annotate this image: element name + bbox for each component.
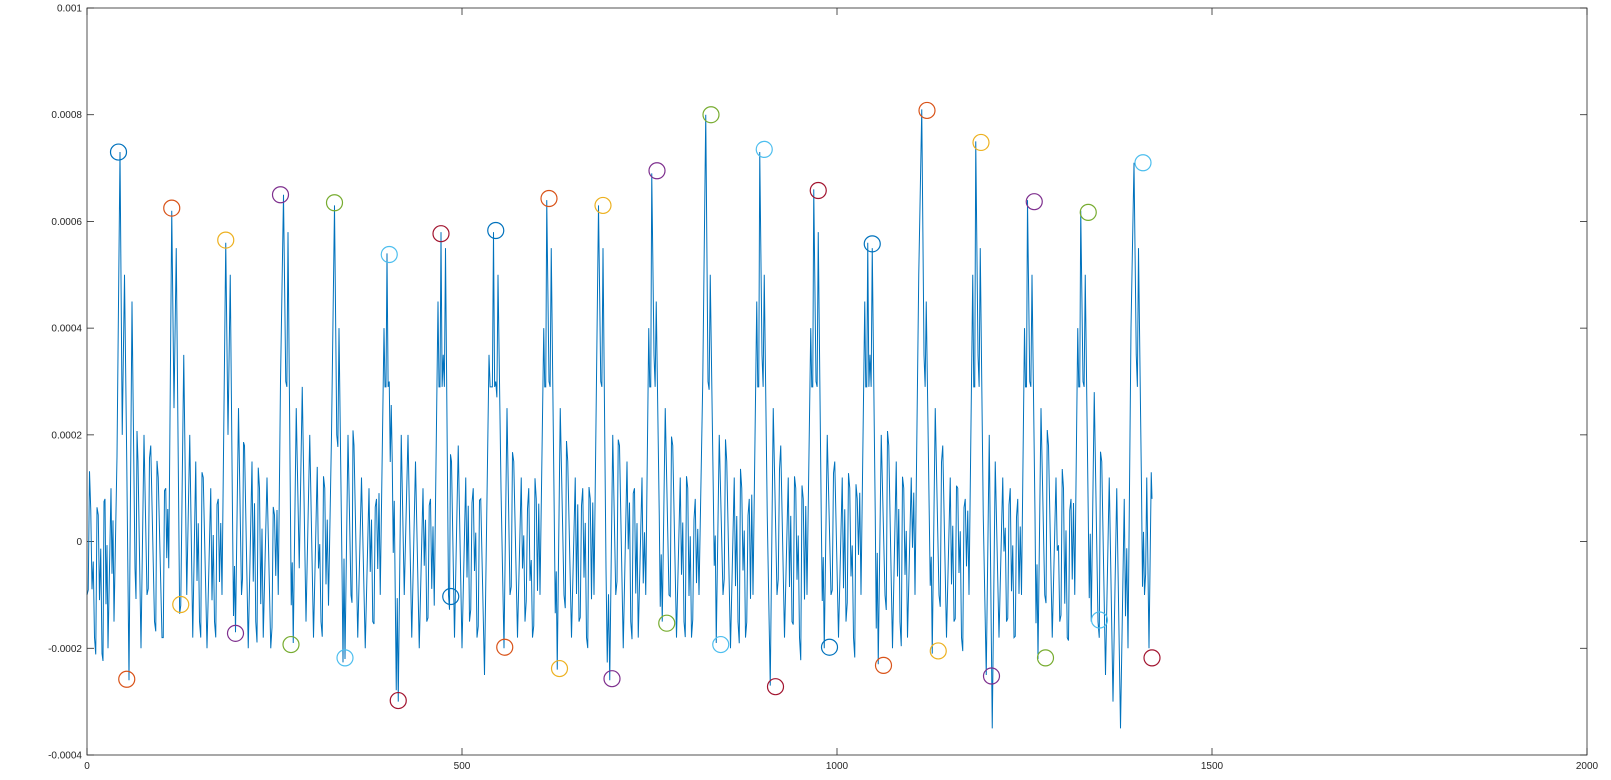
trough-marker (874, 656, 893, 674)
peak-marker (702, 106, 720, 124)
y-tick-label: -0.0004 (48, 751, 82, 762)
peak-marker (972, 133, 990, 152)
trough-marker (442, 587, 460, 606)
trough-marker (1090, 611, 1109, 629)
peak-marker (594, 196, 612, 215)
x-tick-label: 0 (84, 761, 90, 772)
trough-marker (496, 638, 514, 656)
trough-marker (172, 595, 190, 614)
trough-marker (658, 614, 676, 632)
y-tick-label: 0.001 (57, 4, 82, 15)
peak-marker (1134, 154, 1152, 172)
peak-marker (487, 221, 505, 240)
trough-marker (1036, 649, 1055, 667)
peak-marker (540, 189, 558, 208)
y-tick-label: 0.0002 (51, 430, 82, 441)
y-tick-label: 0.0008 (51, 110, 82, 121)
y-tick-label: 0.0006 (51, 217, 82, 228)
peak-marker (271, 186, 290, 204)
peak-marker (1025, 193, 1043, 211)
trough-marker (336, 649, 354, 667)
markers-layer (109, 101, 1161, 710)
trough-marker (389, 691, 407, 710)
trough-marker (226, 624, 245, 642)
peak-marker (432, 225, 450, 243)
plot-frame (86, 7, 1588, 756)
trough-marker (712, 635, 730, 654)
peak-marker (863, 235, 881, 253)
plot-background (87, 8, 1587, 755)
labels-layer: 0 500 1000 1500 2000 -0.0004 -0.0002 0 0.0002 0.0… (48, 4, 1598, 773)
trough-marker (1143, 649, 1161, 667)
trough-marker (820, 638, 839, 656)
trough-marker (118, 670, 136, 688)
peak-marker (163, 199, 181, 217)
y-tick-label: 0.0004 (51, 324, 82, 335)
peak-marker (1079, 203, 1097, 221)
signal-series-line (86, 109, 1153, 729)
trough-marker (282, 635, 300, 654)
peak-marker (217, 231, 235, 249)
x-tick-label: 500 (454, 761, 471, 772)
trough-marker (550, 659, 569, 678)
trough-marker (766, 678, 785, 696)
x-tick-label: 2000 (1576, 761, 1599, 772)
peak-marker (648, 162, 666, 180)
peak-marker (109, 143, 128, 161)
trough-marker (929, 642, 947, 660)
trough-marker (603, 670, 621, 688)
peak-marker (380, 245, 398, 264)
peak-marker (809, 181, 827, 200)
y-tick-label: -0.0002 (48, 644, 82, 655)
x-tick-label: 1500 (1201, 761, 1224, 772)
x-tick-label: 1000 (826, 761, 849, 772)
peak-marker (325, 194, 344, 212)
peak-marker (755, 140, 773, 158)
peak-marker (918, 101, 936, 120)
trough-marker (982, 667, 1001, 685)
y-tick-label: 0 (76, 537, 82, 548)
